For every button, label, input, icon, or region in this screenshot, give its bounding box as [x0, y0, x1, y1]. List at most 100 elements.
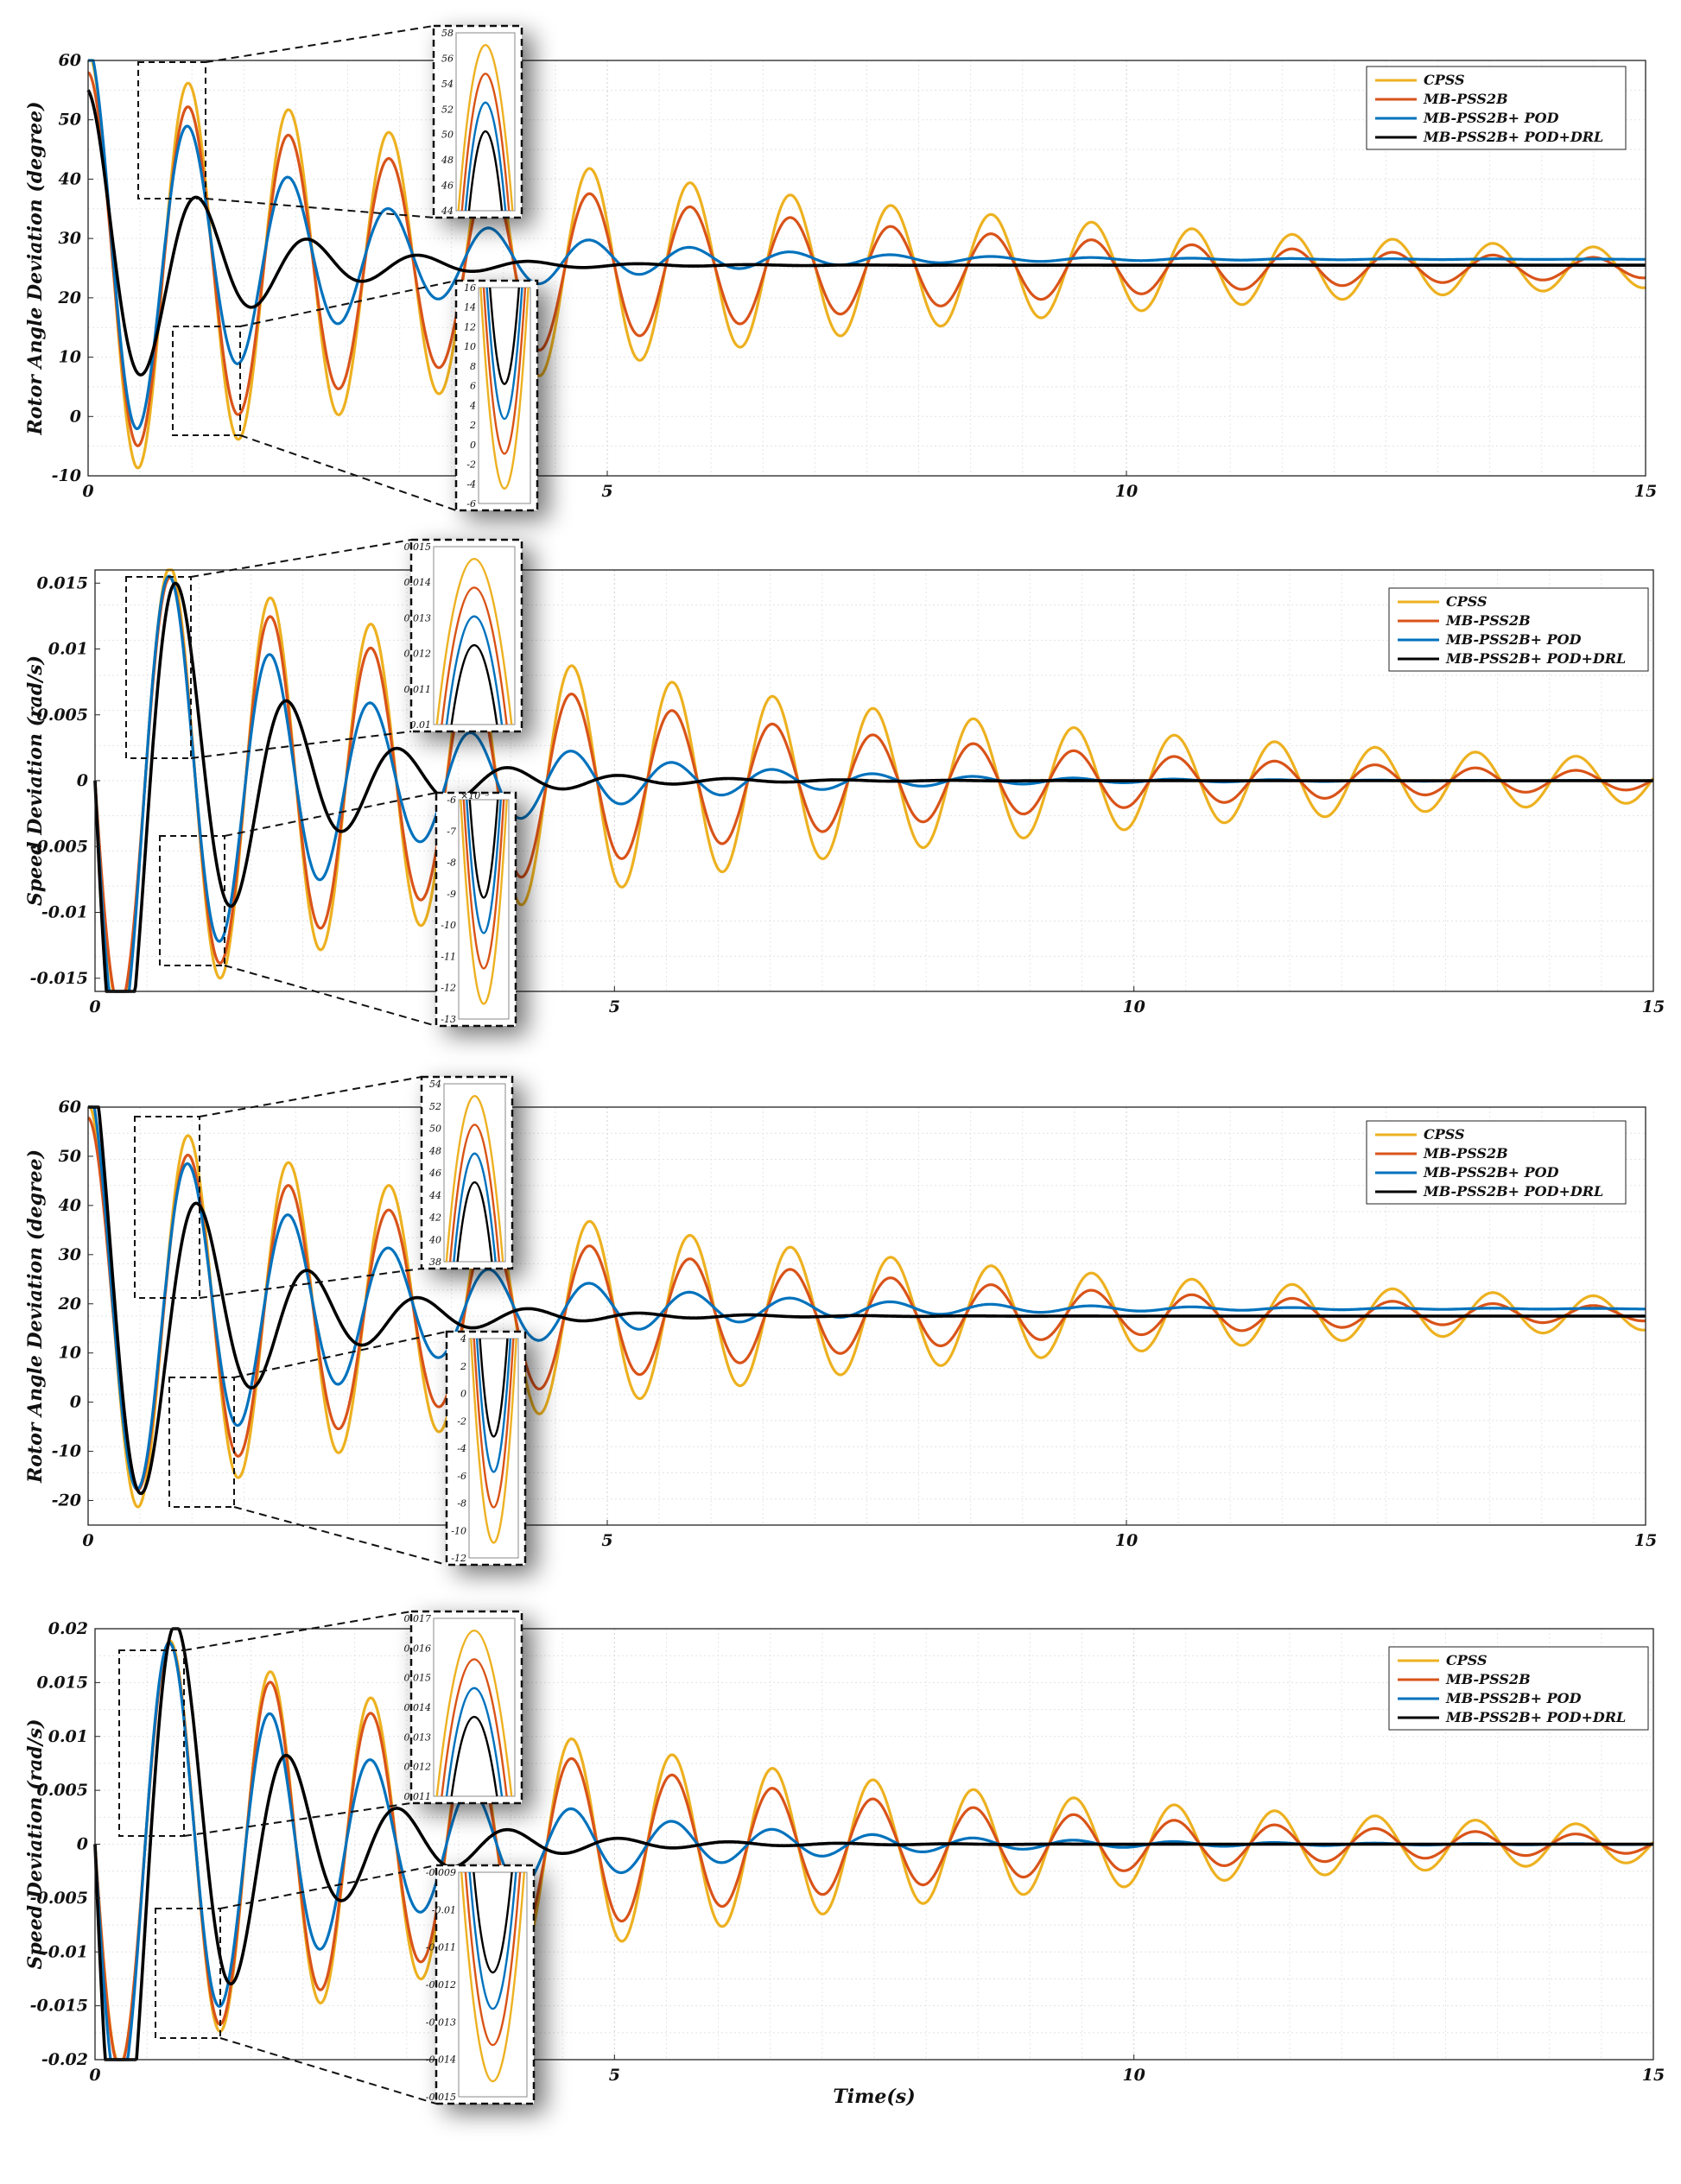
zoom-insets: 0.01 0.011 0.012 0.013 0.014 0.015 -13 -12 -11 -1… [125, 538, 523, 1028]
inset-series-curve [450, 644, 498, 725]
inset-tick-label: -7 [447, 826, 456, 837]
inset-series-curve [460, 1871, 526, 2083]
inset-tick-label: -0.013 [426, 2016, 456, 2028]
inset-tick-label: 58 [441, 28, 454, 39]
zoom-source-box [172, 326, 241, 436]
series-line [86, 89, 1646, 377]
y-axis-label: Speed Deviation (rad/s) [24, 655, 47, 906]
inset-tick-label: 16 [464, 282, 476, 294]
y-tick-label: 20 [58, 1295, 81, 1314]
inset-axes [455, 32, 516, 212]
inset-tick-label: 50 [429, 1124, 441, 1135]
y-ticks: -0.02 -0.015 -0.01 -0.005 0 0.005 0.01 0.015 0.0… [30, 1619, 100, 2069]
y-tick-label: 0.015 [37, 1673, 89, 1692]
inset-series-curve [435, 1630, 513, 1797]
panel-4: -0.02-0.015-0.01-0.00500.0050.010.0150.0… [24, 1610, 1665, 2108]
y-tick-label: -0.015 [30, 969, 88, 988]
y-axis-label: Speed Deviation (rad/s) [24, 1719, 47, 1969]
y-tick-label: 0.01 [48, 640, 88, 659]
zoom-connector [224, 792, 437, 837]
inset-tick-label: 54 [441, 79, 454, 90]
legend: CPSS MB-PSS2B MB-PSS2B+ POD MB-PSS2B+ POD+D… [1366, 1120, 1627, 1205]
y-axis-label: Rotor Angle Deviation (degree) [24, 102, 47, 436]
inset-tick-label: 48 [428, 1145, 441, 1156]
inset-tick-label: -0.011 [426, 1942, 456, 1953]
inset-axes [458, 1871, 528, 2098]
inset-tick-label: 48 [441, 155, 454, 166]
series-layer [93, 1627, 1655, 2061]
inset-series-curve [489, 287, 520, 385]
zoom-inset: 0.011 0.012 0.013 0.014 0.015 0.016 0.017 [404, 1610, 523, 1805]
inset-tick-label: 2 [460, 1361, 466, 1372]
inset-tick-label: -4 [466, 478, 476, 490]
legend-entry: CPSS [1424, 72, 1465, 88]
legend: CPSS MB-PSS2B MB-PSS2B+ POD MB-PSS2B+ POD+D… [1388, 1646, 1649, 1731]
inset-series-curve [445, 1095, 504, 1263]
inset-series-curve [468, 1871, 517, 2010]
y-tick-label: -0.005 [30, 837, 88, 856]
inset-tick-label: -6 [457, 1471, 466, 1482]
inset-tick-label: 6 [470, 381, 476, 392]
inset-tick-label: -0.014 [426, 2054, 456, 2066]
zoom-source-box [125, 576, 192, 759]
inset-tick-label: 0.015 [404, 1673, 432, 1684]
inset-series-curve [450, 1716, 498, 1797]
inset-axes [433, 546, 516, 725]
inset-tick-label: -0.015 [426, 2092, 456, 2103]
inset-tick-label: 40 [428, 1234, 441, 1245]
series-line [87, 1105, 1646, 1496]
y-tick-label: 60 [59, 1098, 81, 1117]
inset-axes [478, 287, 531, 504]
zoom-connector [233, 1506, 447, 1566]
zoom-connector [239, 280, 457, 327]
inset-tick-label: 0 [470, 440, 476, 451]
zoom-connector [190, 731, 412, 759]
y-tick-label: 40 [59, 169, 81, 188]
inset-tick-label: 0.014 [404, 577, 432, 588]
legend-entry: CPSS [1446, 593, 1488, 610]
inset-tick-label: -4 [457, 1443, 466, 1454]
series-layer [86, 1105, 1646, 1509]
legend-entry: MB-PSS2B+ POD [1445, 1690, 1582, 1706]
inset-series-curve [468, 799, 499, 899]
inset-tick-label: 0.016 [404, 1643, 432, 1654]
inset-tick-label: -8 [457, 1498, 466, 1510]
inset-series-curve [441, 1658, 508, 1797]
zoom-connector [233, 1331, 447, 1378]
zoom-insets: 38 40 42 44 46 48 50 52 54 -12 -10 -8 -6 -4 -2 0 2 4 [134, 1075, 527, 1567]
x-tick-label: 0 [89, 997, 100, 1016]
x-ticks: 0 5 10 15 [82, 471, 1657, 501]
inset-tick-label: 56 [441, 53, 454, 64]
inset-series-curve [460, 73, 511, 212]
y-tick-label: 0.015 [37, 573, 89, 592]
x-tick-label: 10 [1115, 1531, 1138, 1550]
legend-entry: MB-PSS2B+ POD+DRL [1423, 1183, 1603, 1200]
inset-tick-label: -0.012 [426, 1979, 456, 1991]
y-tick-label: -0.015 [30, 1997, 88, 2016]
plot-frame [87, 1106, 1646, 1526]
inset-series-curve [453, 1152, 497, 1263]
legend-box [1388, 587, 1649, 672]
legend-entry: MB-PSS2B+ POD [1423, 1164, 1559, 1181]
inset-tick-label: 0.012 [404, 649, 432, 660]
legend-entry: MB-PSS2B+ POD [1423, 110, 1559, 126]
legend-entry: MB-PSS2B+ POD [1445, 631, 1582, 648]
inset-tick-label: -0.009 [426, 1867, 456, 1878]
zoom-connector [219, 1864, 437, 1909]
inset-series-curve [466, 799, 502, 934]
inset-tick-label: -9 [447, 889, 456, 900]
inset-border [435, 791, 517, 1028]
inset-tick-label: -10 [451, 1525, 466, 1536]
inset-series-curve [467, 130, 504, 212]
inset-axes [468, 1338, 519, 1559]
zoom-connector [183, 1611, 412, 1651]
x-tick-label: 0 [89, 2066, 100, 2085]
y-tick-label: 60 [59, 51, 81, 70]
y-ticks: -20 -10 0 10 20 30 40 50 60 [52, 1098, 93, 1510]
zoom-source-box [159, 835, 225, 966]
series-line [93, 576, 1654, 993]
y-tick-label: -10 [52, 1442, 81, 1461]
inset-tick-label: 0 [460, 1389, 466, 1400]
